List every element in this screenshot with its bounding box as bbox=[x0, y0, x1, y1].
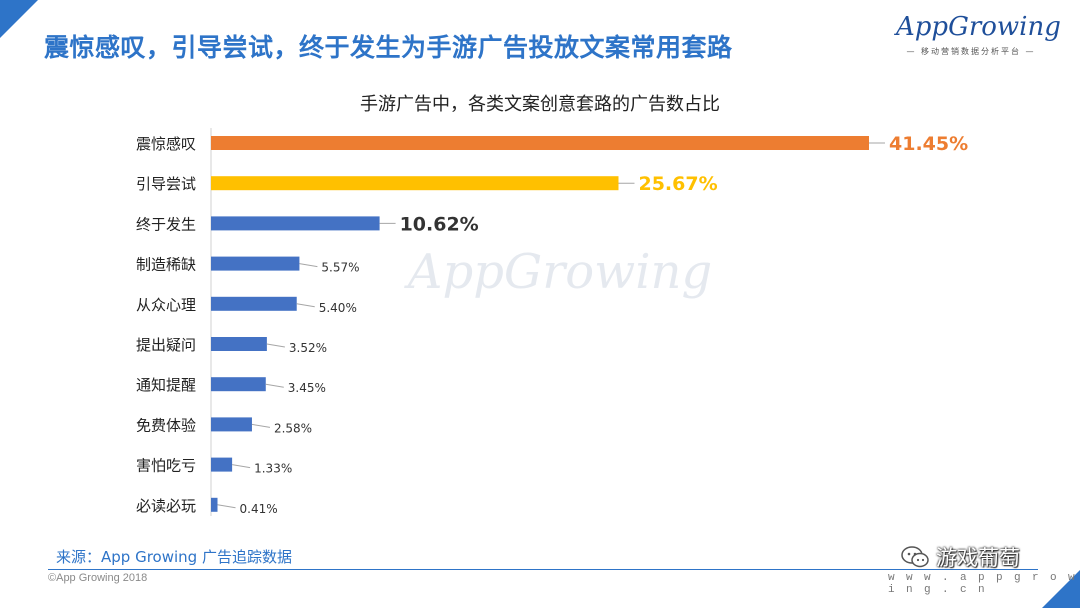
category-label: 从众心理 bbox=[136, 296, 196, 314]
copyright: ©App Growing 2018 bbox=[48, 572, 148, 584]
bar bbox=[211, 256, 300, 271]
leader-line bbox=[266, 343, 285, 348]
leader-line bbox=[299, 263, 318, 268]
data-label: 1.33% bbox=[254, 462, 292, 476]
data-label: 3.52% bbox=[289, 341, 327, 355]
bar bbox=[211, 136, 869, 150]
category-label: 必读必玩 bbox=[136, 497, 196, 515]
data-label: 3.45% bbox=[288, 381, 326, 395]
corner-decoration-top-left bbox=[0, 0, 38, 38]
leader-line bbox=[265, 383, 284, 388]
category-label: 害怕吃亏 bbox=[136, 457, 196, 475]
category-label: 震惊感叹 bbox=[136, 135, 196, 153]
data-label: 25.67% bbox=[638, 173, 717, 195]
bar bbox=[211, 296, 297, 311]
bar-chart: AppGrowing 手游广告中，各类文案创意套路的广告数占比 震惊感叹 41.4… bbox=[136, 94, 968, 516]
data-label: 41.45% bbox=[889, 133, 968, 155]
category-label: 制造稀缺 bbox=[136, 256, 196, 274]
bar bbox=[211, 176, 619, 191]
bar bbox=[211, 216, 380, 231]
leader-line bbox=[217, 504, 236, 509]
footer-divider bbox=[48, 569, 1038, 570]
bar bbox=[211, 337, 267, 351]
bar bbox=[211, 497, 218, 512]
data-label: 5.40% bbox=[319, 301, 357, 315]
website-url: w w w . a p p g r o w i n g . c n bbox=[888, 572, 1078, 596]
wechat-icon bbox=[901, 546, 929, 568]
data-label: 10.62% bbox=[400, 213, 479, 235]
data-label: 5.57% bbox=[321, 261, 359, 275]
logo-wordmark: AppGrowing bbox=[896, 12, 1061, 42]
category-label: 引导尝试 bbox=[136, 175, 196, 193]
logo-tagline: — 移动营销数据分析平台 — bbox=[906, 47, 1036, 56]
source-note: 来源：App Growing 广告追踪数据 bbox=[56, 548, 292, 566]
category-label: 提出疑问 bbox=[136, 336, 196, 354]
corner-decoration-bottom-right bbox=[1042, 570, 1080, 608]
wechat-account-name: 游戏葡萄 bbox=[936, 546, 1020, 570]
bar bbox=[211, 377, 266, 392]
bar bbox=[211, 457, 233, 472]
leader-line bbox=[296, 303, 315, 308]
chart-title: 手游广告中，各类文案创意套路的广告数占比 bbox=[360, 94, 720, 115]
watermark-logo: AppGrowing bbox=[404, 244, 712, 300]
category-label: 终于发生 bbox=[136, 215, 196, 233]
leader-line bbox=[251, 423, 271, 428]
data-label: 0.41% bbox=[240, 502, 278, 516]
category-label: 免费体验 bbox=[136, 416, 196, 434]
bar bbox=[211, 417, 252, 432]
category-label: 通知提醒 bbox=[136, 376, 196, 394]
appgrowing-logo: AppGrowing — 移动营销数据分析平台 — bbox=[896, 10, 1061, 70]
data-label: 2.58% bbox=[274, 421, 312, 435]
slide-title: 震惊感叹，引导尝试，终于发生为手游广告投放文案常用套路 bbox=[44, 33, 733, 62]
leader-line bbox=[232, 464, 251, 469]
wechat-account: 游戏葡萄 bbox=[900, 542, 1020, 572]
